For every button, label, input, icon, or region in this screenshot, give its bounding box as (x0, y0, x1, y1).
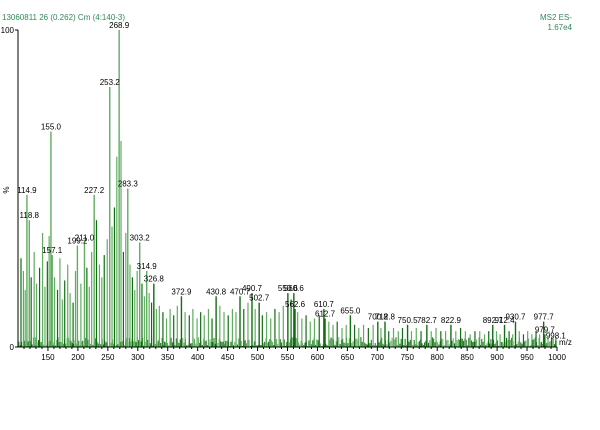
peak-label: 562.6 (285, 300, 306, 309)
peak-label: 550.6 (278, 284, 299, 293)
peak-label: 268.9 (109, 21, 130, 30)
x-tick-label: 700 (371, 353, 385, 362)
y-axis-label: % (2, 186, 11, 193)
peak-label: 253.2 (100, 78, 121, 87)
x-tick-label: 1000 (548, 353, 566, 362)
peak-label: 712.8 (375, 313, 396, 322)
x-tick-label: 150 (41, 353, 55, 362)
peak-label: 655.0 (340, 306, 361, 315)
peak-label: 998.1 (546, 332, 567, 341)
x-tick-label: 750 (401, 353, 415, 362)
peak-label: 303.2 (130, 233, 151, 242)
x-tick-label: 900 (490, 353, 504, 362)
peak-label: 314.9 (137, 262, 158, 271)
x-tick-label: 350 (161, 353, 175, 362)
peak-label: 502.7 (249, 294, 270, 303)
y-tick-label: 100 (1, 26, 15, 35)
peak-label: 227.2 (84, 186, 105, 195)
peak-label: 560.6 (284, 284, 305, 293)
peak-label: 610.7 (314, 300, 335, 309)
peak-label: 930.7 (505, 313, 526, 322)
peak-label: 490.7 (242, 284, 263, 293)
peak-label: 892.7 (483, 316, 504, 325)
x-tick-label: 200 (71, 353, 85, 362)
peak-bars (20, 30, 557, 347)
intensity-label: 1.67e4 (547, 23, 572, 32)
x-tick-label: 950 (520, 353, 534, 362)
x-tick-label: 450 (221, 353, 235, 362)
x-tick-label: 400 (191, 353, 205, 362)
peak-label: 211.0 (75, 233, 95, 242)
peak-label: 118.8 (20, 211, 40, 220)
axes: 0 100% 150 200 250 300 350 400 450 500 550 600 650 70… (1, 26, 572, 362)
peak-label: 700.8 (368, 313, 389, 322)
x-tick-label: 250 (101, 353, 115, 362)
peak-label: 199.2 (67, 237, 88, 246)
sample-label: 13060811 26 (0.262) Cm (4:140-3) (2, 13, 126, 22)
x-tick-label: 300 (131, 353, 145, 362)
peak-label: 750.5 (398, 316, 419, 325)
scan-info: MS2 ES- 1.67e4 (540, 13, 572, 33)
x-axis-label: m/z (559, 338, 572, 347)
x-tick-label: 500 (251, 353, 265, 362)
peak-label: 979.7 (535, 325, 556, 334)
scan-mode-label: MS2 ES- (539, 13, 572, 22)
peak-label: 977.7 (534, 313, 555, 322)
y-tick-label: 0 (10, 343, 15, 352)
peak-label: 470.7 (230, 287, 251, 296)
peak-label: 822.9 (441, 316, 462, 325)
x-tick-label: 800 (431, 353, 445, 362)
peak-label: 372.9 (171, 287, 192, 296)
x-tick-label: 550 (281, 353, 295, 362)
x-tick-label: 650 (341, 353, 355, 362)
peak-label: 114.9 (17, 186, 37, 195)
peak-label: 430.8 (206, 287, 227, 296)
peak-label: 283.3 (118, 180, 139, 189)
peak-label: 612.7 (315, 309, 336, 318)
x-tick-label: 600 (311, 353, 325, 362)
peak-label: 782.7 (417, 316, 438, 325)
peak-label: 912.4 (495, 316, 516, 325)
peak-label: 326.8 (144, 275, 165, 284)
peak-label: 155.0 (41, 122, 62, 131)
peak-label: 157.1 (42, 246, 63, 255)
x-tick-label: 850 (460, 353, 474, 362)
